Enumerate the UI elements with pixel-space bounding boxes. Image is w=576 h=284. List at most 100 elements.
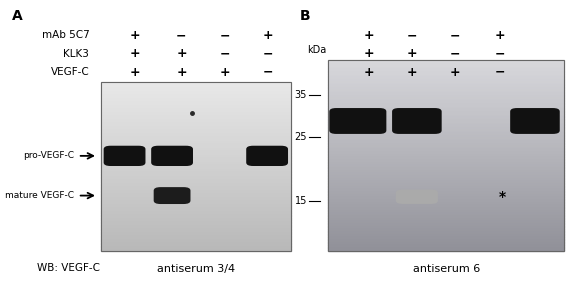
Bar [328,199,564,200]
Bar [101,243,291,244]
Bar [328,164,564,165]
Bar [101,164,291,166]
Text: +: + [219,66,230,79]
Bar [101,156,291,157]
Bar [101,182,291,184]
Bar [328,119,564,120]
Text: +: + [363,47,374,60]
Bar [101,143,291,144]
Bar [101,87,291,88]
Bar [101,212,291,213]
Bar [328,176,564,178]
Bar [328,74,564,76]
Bar [328,189,564,191]
Bar [328,191,564,192]
Bar [328,60,564,251]
Bar [101,250,291,251]
Text: +: + [176,47,187,60]
Bar [101,82,291,251]
Bar [328,179,564,181]
Bar [101,99,291,101]
FancyBboxPatch shape [392,108,442,134]
Bar [328,146,564,147]
Bar [101,179,291,181]
Bar [328,247,564,248]
Bar [101,222,291,223]
Bar [101,160,291,161]
Bar [101,248,291,250]
Bar [328,61,564,63]
Bar [101,154,291,156]
Bar [328,213,564,215]
Bar [101,247,291,248]
Bar [328,80,564,82]
Bar [101,129,291,130]
Bar [328,79,564,80]
Text: +: + [363,66,374,79]
Bar [101,102,291,103]
Bar [328,114,564,116]
Bar [328,139,564,141]
Bar [101,210,291,212]
Text: KLK3: KLK3 [63,49,89,59]
Bar [328,216,564,218]
Bar [328,109,564,111]
Text: −: − [495,47,505,60]
Bar [101,140,291,141]
Bar [101,197,291,198]
Text: 15: 15 [295,196,307,206]
Bar [328,63,564,64]
Bar [328,103,564,104]
Bar [328,127,564,128]
Bar [101,147,291,149]
Bar [328,208,564,210]
Bar [328,224,564,226]
Bar [101,119,291,120]
Text: +: + [176,66,187,79]
Bar [328,170,564,172]
Bar [101,103,291,105]
Bar [328,186,564,187]
Bar [101,206,291,208]
Bar [328,210,564,211]
Bar [328,172,564,173]
Bar [328,120,564,122]
Bar [101,109,291,110]
Bar [328,239,564,240]
Text: A: A [12,9,22,22]
Bar [328,245,564,247]
Bar [328,234,564,235]
Bar [328,187,564,189]
Bar [328,215,564,216]
Bar [101,205,291,206]
Bar [328,64,564,66]
Bar [101,132,291,133]
Bar [328,128,564,130]
Bar [328,229,564,231]
Bar [101,225,291,226]
Bar [101,170,291,171]
Bar [328,98,564,100]
Bar [101,106,291,108]
Bar [328,87,564,88]
Bar [101,199,291,201]
Bar [328,168,564,170]
Bar [101,177,291,178]
Bar [101,94,291,95]
Bar [101,136,291,137]
Bar [101,215,291,216]
Text: −: − [219,47,230,60]
Bar [101,236,291,237]
Bar [101,237,291,239]
Bar [328,124,564,125]
Bar [101,189,291,191]
Bar [101,188,291,189]
Bar [328,240,564,242]
Bar [328,175,564,176]
Text: 25: 25 [294,132,307,142]
Bar [328,131,564,133]
Bar [101,163,291,164]
Bar [328,155,564,157]
Text: +: + [130,29,141,42]
Bar [101,194,291,195]
